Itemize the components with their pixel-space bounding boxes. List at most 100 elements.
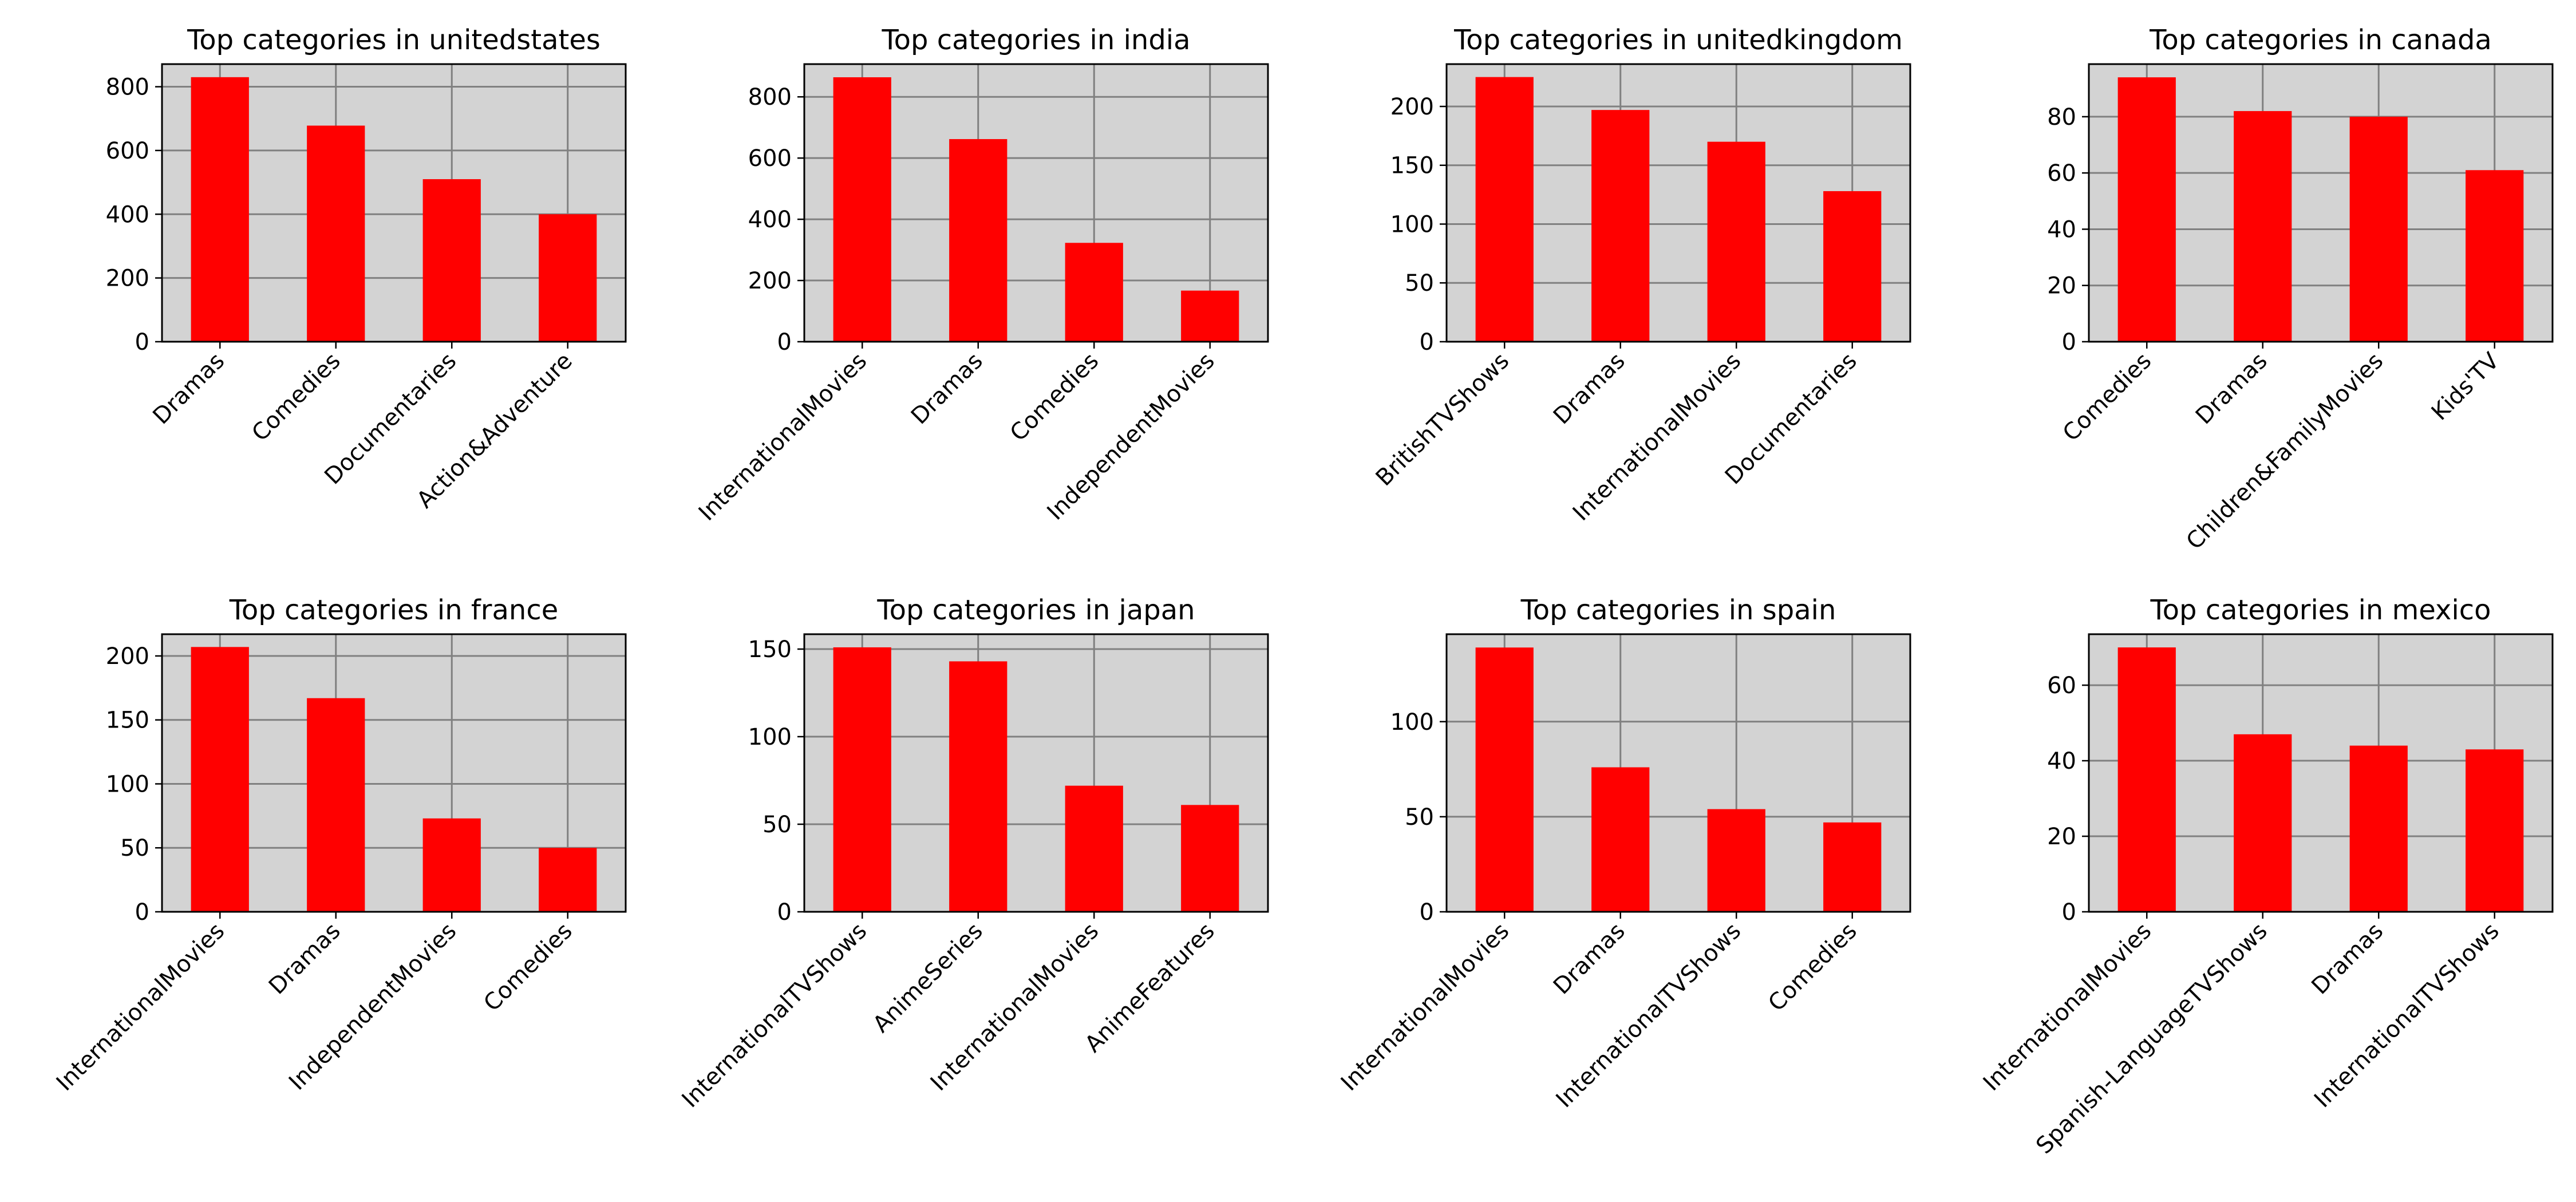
bar-internationalmovies	[833, 77, 891, 342]
bar-spanish-languagetvshows	[2234, 734, 2292, 912]
x-tick-label: Spanish-LanguageTVShows	[2031, 918, 2273, 1160]
bar-animeseries	[949, 661, 1008, 912]
x-tick-label: Dramas	[148, 348, 230, 430]
x-tick-label: Comedies	[1763, 918, 1862, 1017]
chart-title: Top categories in japan	[876, 594, 1195, 626]
bar-documentaries	[1823, 191, 1882, 342]
bar-comedies	[307, 125, 365, 342]
x-tick-label: AnimeSeries	[868, 918, 988, 1038]
bar-internationalmovies	[1065, 785, 1123, 912]
x-tick-label: InternationalTVShows	[2309, 918, 2504, 1113]
chart-panel-6: 0 50 100 InternationalMovies DramasInternati…	[1336, 594, 1911, 1113]
bar-comedies	[1065, 243, 1123, 342]
chart-panel-3: 0 20 40 60 80 Comedies DramasChildren&FamilyMo…	[2047, 24, 2554, 555]
y-tick-label: 800	[106, 74, 149, 101]
y-tick-label: 150	[1390, 153, 1434, 179]
x-tick-label: Comedies	[1005, 348, 1104, 446]
chart-panel-1: 0 200 400 600 800 InternationalMovies Dramas Co…	[694, 24, 1269, 526]
axes-frame	[803, 63, 1269, 343]
bar-independentmovies	[422, 818, 481, 912]
x-tick-label: BritishTVShows	[1371, 348, 1515, 492]
y-tick-label: 40	[2047, 748, 2076, 774]
x-tick-label: Comedies	[247, 348, 345, 446]
axes-frame	[161, 633, 627, 913]
bar-internationaltvshows	[833, 647, 891, 912]
y-tick-label: 100	[1390, 709, 1434, 736]
bar-internationaltvshows	[2466, 749, 2524, 912]
y-tick-label: 100	[748, 724, 792, 750]
bar-dramas	[1591, 767, 1650, 912]
x-tick-label: Dramas	[2191, 348, 2273, 430]
bar-dramas	[1591, 110, 1650, 342]
x-tick-label: InternationalMovies	[52, 918, 230, 1096]
bar-dramas	[2349, 745, 2408, 912]
x-tick-label: Dramas	[264, 918, 346, 1000]
bar-internationalmovies	[2117, 647, 2176, 912]
y-tick-label: 0	[1420, 329, 1434, 355]
y-tick-label: 50	[120, 835, 149, 861]
axes-frame	[2088, 633, 2554, 913]
x-tick-label: Dramas	[906, 348, 988, 430]
chart-title: Top categories in india	[881, 24, 1190, 56]
y-tick-label: 50	[1405, 804, 1434, 831]
y-tick-label: 40	[2047, 216, 2076, 243]
bar-dramas	[2234, 111, 2292, 342]
bar-action-adventure	[539, 214, 597, 342]
bar-children-familymovies	[2349, 116, 2408, 342]
bar-internationalmovies	[1707, 141, 1765, 342]
bar-comedies	[2117, 77, 2176, 342]
y-tick-label: 60	[2047, 673, 2076, 699]
axes-frame	[1445, 63, 1911, 343]
x-tick-label: InternationalMovies	[694, 348, 872, 526]
bar-comedies	[539, 848, 597, 912]
chart-title: Top categories in canada	[2149, 24, 2492, 56]
y-tick-label: 20	[2047, 273, 2076, 299]
axes-frame	[803, 633, 1269, 913]
bar-internationalmovies	[1475, 647, 1534, 912]
y-tick-label: 200	[748, 268, 792, 294]
bar-internationaltvshows	[1707, 809, 1765, 912]
y-tick-label: 600	[106, 138, 149, 164]
bar-dramas	[191, 77, 249, 342]
x-tick-label: Comedies	[2058, 348, 2156, 446]
y-tick-label: 0	[2062, 899, 2076, 926]
y-tick-label: 0	[777, 329, 792, 355]
y-tick-label: 400	[106, 201, 149, 228]
x-tick-label: Dramas	[1548, 348, 1630, 430]
y-tick-label: 200	[106, 643, 149, 670]
x-tick-label: InternationalMovies	[1336, 918, 1514, 1096]
y-tick-label: 800	[748, 84, 792, 110]
y-tick-label: 100	[106, 771, 149, 797]
chart-panel-7: 0204060InternationalMoviesSpanish-Langua…	[1978, 594, 2554, 1160]
x-tick-label: Children&FamilyMovies	[2182, 348, 2389, 555]
bar-dramas	[949, 139, 1008, 342]
y-tick-label: 150	[106, 707, 149, 734]
chart-title: Top categories in unitedkingdom	[1453, 24, 1903, 56]
y-tick-label: 0	[1420, 899, 1434, 926]
axes-frame	[2088, 63, 2554, 343]
y-tick-label: 20	[2047, 824, 2076, 850]
x-tick-label: Comedies	[479, 918, 577, 1017]
y-tick-label: 0	[2062, 329, 2076, 355]
x-tick-label: Dramas	[1548, 918, 1630, 1000]
x-tick-label: Dramas	[2306, 918, 2388, 1000]
y-tick-label: 200	[106, 266, 149, 292]
chart-title: Top categories in unitedstates	[187, 24, 600, 56]
axes-frame	[161, 63, 627, 343]
y-tick-label: 600	[748, 145, 792, 172]
x-tick-label: Kids'TV	[2427, 347, 2504, 425]
y-tick-label: 0	[135, 329, 149, 355]
bar-animefeatures	[1181, 805, 1239, 912]
chart-title: Top categories in france	[229, 594, 559, 626]
bar-independentmovies	[1181, 290, 1239, 342]
chart-title: Top categories in spain	[1520, 594, 1836, 626]
y-tick-label: 50	[1405, 270, 1434, 296]
y-tick-label: 0	[777, 899, 792, 926]
y-tick-label: 50	[762, 812, 792, 838]
x-tick-label: InternationalTVShows	[677, 918, 872, 1113]
bar-internationalmovies	[191, 647, 249, 912]
bar-comedies	[1823, 822, 1882, 912]
